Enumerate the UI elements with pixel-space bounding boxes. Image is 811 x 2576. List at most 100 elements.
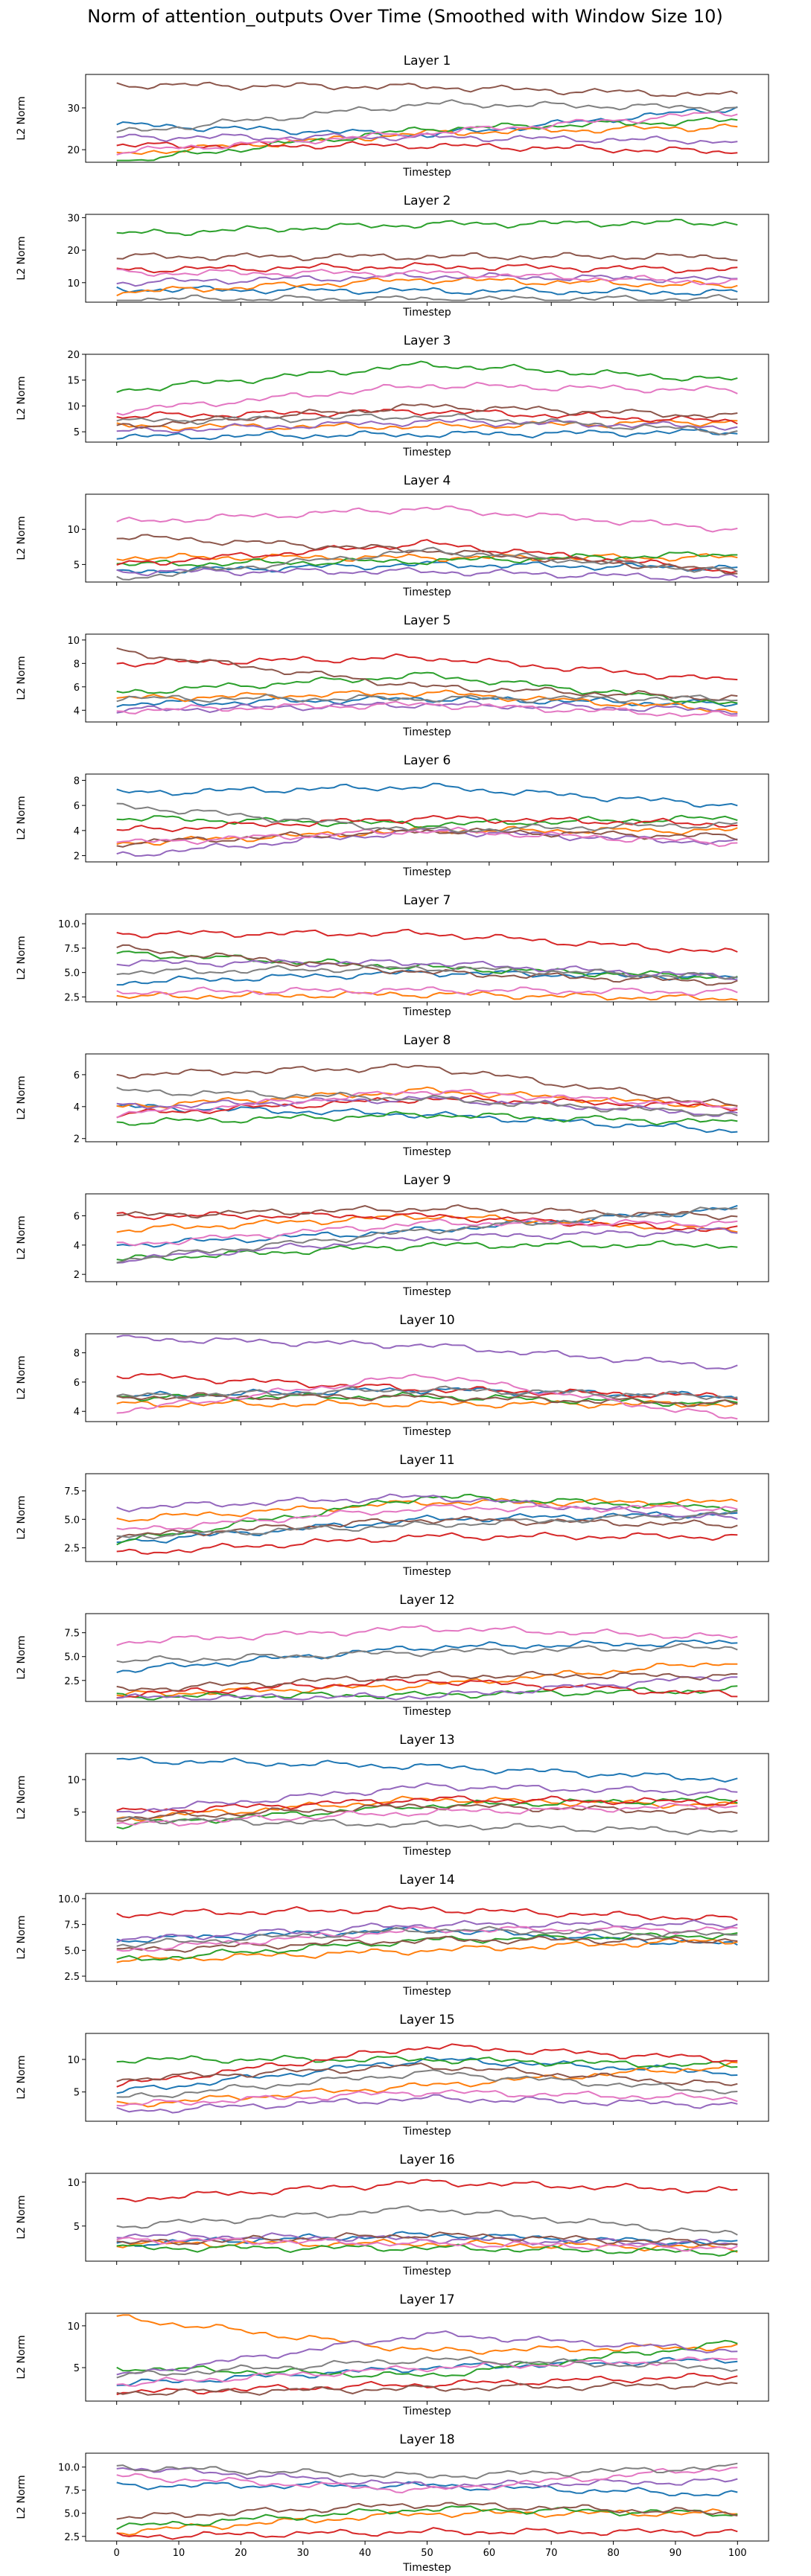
series-line-4: [116, 1531, 738, 1555]
series-line-2: [116, 2314, 738, 2355]
subplot-title: Layer 18: [399, 2432, 454, 2447]
series-line-8: [116, 1510, 738, 1540]
x-axis-label: Timestep: [402, 866, 451, 878]
x-tick-label: 80: [607, 2548, 620, 2559]
series-line-8: [116, 2462, 738, 2480]
y-tick-label: 7.5: [64, 1920, 80, 1931]
x-axis-label: Timestep: [402, 1846, 451, 1858]
series-line-8: [116, 546, 738, 581]
series-line-4: [116, 140, 738, 155]
series-line-6: [116, 1392, 738, 1407]
series-line-3: [116, 2505, 738, 2530]
x-tick-label: 50: [421, 2548, 433, 2559]
y-tick-label: 2: [74, 851, 80, 863]
series-line-7: [116, 2089, 738, 2107]
x-axis-label: Timestep: [402, 587, 451, 598]
series-line-6: [116, 827, 738, 848]
series-line-6: [116, 534, 738, 575]
y-tick-label: 5: [74, 1808, 80, 1819]
series-line-5: [116, 1919, 738, 1943]
series-line-2: [116, 1937, 738, 1963]
y-tick-label: 5: [74, 2222, 80, 2233]
x-tick-label: 0: [114, 2548, 120, 2559]
subplot-title: Layer 10: [399, 1313, 454, 1328]
y-axis-label: L2 Norm: [16, 376, 28, 420]
series-line-3: [116, 2243, 738, 2257]
series-line-8: [116, 2356, 738, 2379]
series-line-1: [116, 1756, 738, 1783]
series-line-3: [116, 1685, 738, 1701]
series-line-3: [116, 2339, 738, 2378]
series-line-8: [116, 694, 738, 703]
x-axis-label: Timestep: [402, 1006, 451, 1018]
series-line-1: [116, 285, 738, 296]
series-line-7: [116, 381, 738, 416]
y-tick-label: 2.5: [64, 1544, 80, 1555]
series-line-5: [116, 1493, 738, 1521]
series-line-6: [116, 1935, 738, 1953]
series-line-4: [116, 2043, 738, 2088]
subplot-title: Layer 2: [404, 194, 451, 208]
series-line-4: [116, 928, 738, 953]
series-line-5: [116, 1335, 738, 1370]
y-tick-label: 15: [67, 376, 80, 387]
series-line-7: [116, 111, 738, 156]
plot-frame: [85, 493, 769, 583]
subplot-title: Layer 14: [399, 1873, 454, 1888]
y-tick-label: 2.5: [64, 1676, 80, 1687]
subplot-layer-15: Layer 15 L2 Norm Timestep 5 10: [16, 2013, 769, 2138]
y-tick-label: 6: [74, 1212, 80, 1223]
series-line-8: [116, 413, 738, 436]
y-axis-label: L2 Norm: [16, 1076, 28, 1119]
plot-frame: [85, 633, 769, 723]
y-tick-label: 8: [74, 776, 80, 787]
series-line-8: [116, 1206, 738, 1264]
y-axis-label: L2 Norm: [16, 2335, 28, 2379]
series-line-1: [116, 1511, 738, 1544]
y-tick-label: 30: [67, 103, 80, 115]
series-line-8: [116, 1385, 738, 1401]
figure-title: Norm of attention_outputs Over Time (Smo…: [87, 6, 723, 27]
subplot-title: Layer 13: [399, 1733, 454, 1748]
subplot-title: Layer 5: [404, 613, 451, 628]
y-tick-label: 7.5: [64, 2486, 80, 2497]
subplot-title: Layer 3: [404, 333, 451, 348]
subplot-layer-4: Layer 4 L2 Norm Timestep 5 10: [16, 473, 769, 598]
plot-frame: [85, 1473, 769, 1562]
y-tick-label: 5.0: [64, 1652, 80, 1663]
y-tick-label: 10: [67, 2055, 80, 2066]
x-tick-label: 100: [728, 2548, 747, 2559]
y-axis-label: L2 Norm: [16, 1355, 28, 1399]
series-line-6: [116, 2502, 738, 2520]
y-tick-label: 7.5: [64, 1629, 80, 1640]
x-axis-label: Timestep: [402, 447, 451, 458]
y-tick-label: 6: [74, 1378, 80, 1389]
series-line-1: [116, 1926, 738, 1946]
x-tick-label: 40: [359, 2548, 372, 2559]
y-tick-label: 8: [74, 1349, 80, 1360]
series-line-3: [116, 551, 738, 567]
y-tick-label: 7.5: [64, 1486, 80, 1498]
series-line-6: [116, 1204, 738, 1221]
y-axis-label: L2 Norm: [16, 1495, 28, 1539]
x-axis-label: Timestep: [402, 307, 451, 319]
y-tick-label: 5.0: [64, 968, 80, 979]
series-line-8: [116, 1815, 738, 1835]
y-axis-label: L2 Norm: [16, 236, 28, 280]
series-line-5: [116, 566, 738, 581]
y-axis-label: L2 Norm: [16, 2195, 28, 2239]
series-line-3: [116, 671, 738, 705]
series-line-7: [116, 268, 738, 286]
y-tick-label: 5.0: [64, 1515, 80, 1526]
plot-frame: [85, 1053, 769, 1142]
series-line-3: [116, 117, 738, 162]
series-line-7: [116, 1503, 738, 1530]
series-line-3: [116, 360, 738, 393]
y-tick-label: 10: [67, 2178, 80, 2189]
y-axis-label: L2 Norm: [16, 1635, 28, 1679]
y-tick-label: 10: [67, 636, 80, 647]
plot-frame: [85, 354, 769, 443]
x-axis-label: Timestep: [402, 1426, 451, 1438]
subplot-title: Layer 6: [404, 753, 451, 768]
series-line-1: [116, 560, 738, 574]
